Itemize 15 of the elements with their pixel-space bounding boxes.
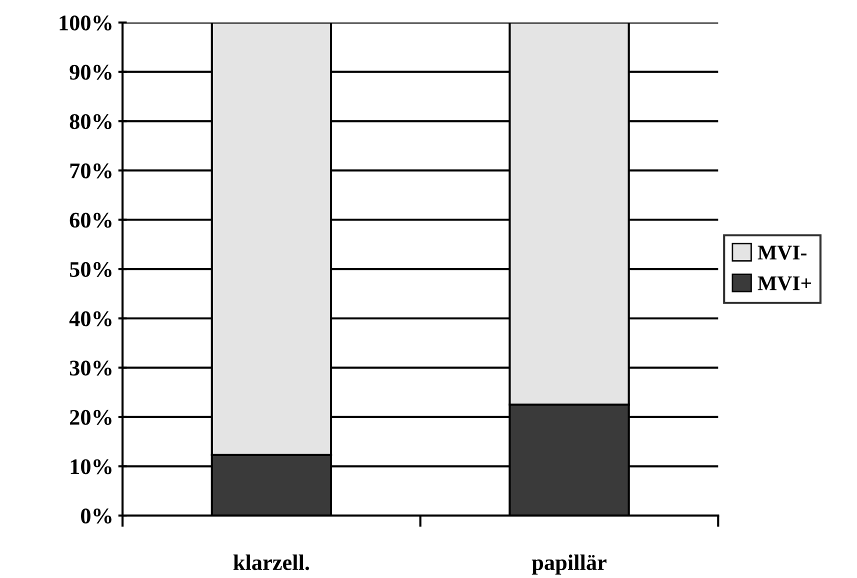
x-tick-label: papillär [532, 554, 606, 575]
y-tick-label: 50% [70, 262, 112, 278]
y-tick-label: 80% [70, 114, 112, 130]
y-tick-label: 40% [69, 311, 112, 326]
y-tick-label: 60% [70, 212, 112, 228]
y-tick-label: 100% [60, 15, 112, 31]
y-tick-label: 70% [70, 163, 112, 178]
legend-label: MVI- [758, 246, 806, 260]
y-tick-label: 0% [81, 508, 112, 524]
y-tick-label: 30% [70, 360, 112, 376]
x-tick-label: klarzell. [233, 554, 310, 570]
legend-label: MVI+ [758, 276, 812, 290]
y-tick-label: 10% [70, 459, 112, 474]
y-tick-label: 90% [70, 64, 112, 80]
y-tick-label: 20% [70, 410, 112, 425]
